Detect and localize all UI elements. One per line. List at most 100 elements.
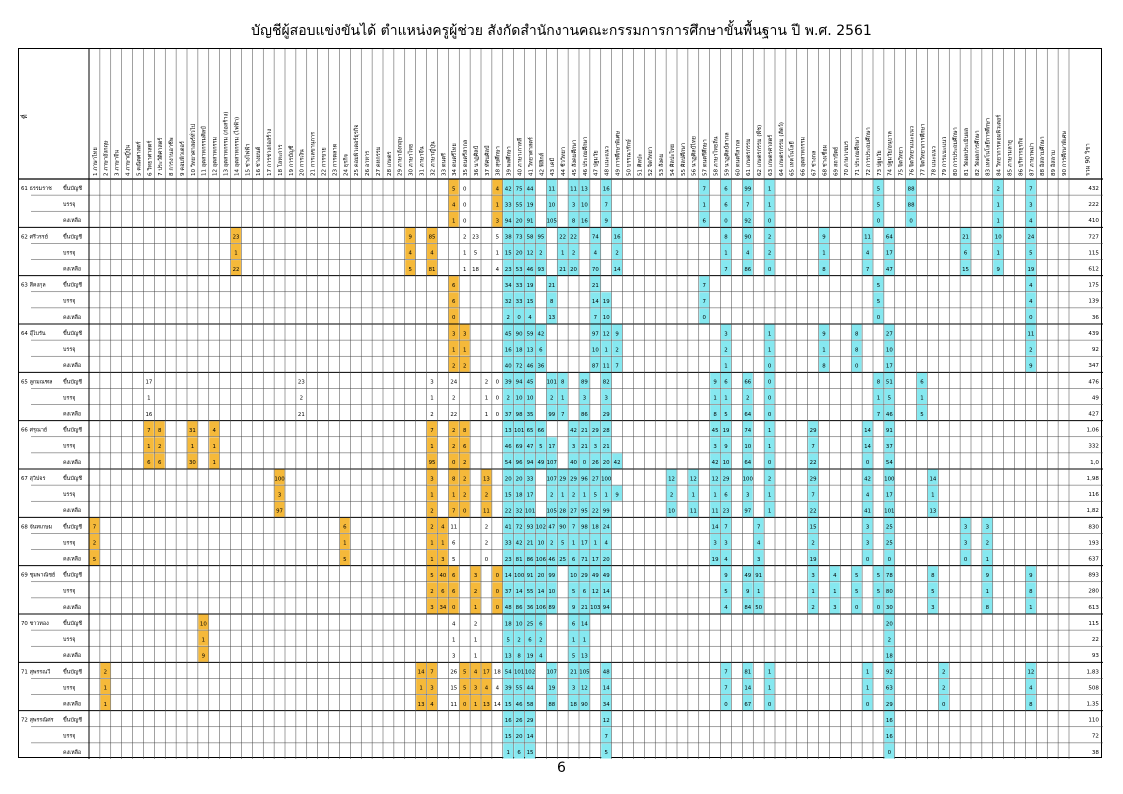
highlight-cell [590, 324, 601, 340]
highlight-cell [601, 743, 612, 759]
highlight-cell [873, 195, 884, 211]
subject-header: 67 ช่างกล [811, 151, 818, 176]
highlight-cell [862, 469, 873, 485]
table-cell-value: 15 [527, 750, 534, 756]
highlight-cell [764, 421, 775, 437]
highlight-cell [448, 276, 459, 292]
table-cell-value: 8 [158, 428, 162, 434]
table-cell-value: 7 [703, 299, 706, 305]
table-cell-value: 1 [768, 670, 771, 676]
table-cell-value: 21 [570, 670, 577, 676]
row-type-label: ขึ้นบัญชี [63, 716, 82, 724]
highlight-cell [525, 211, 535, 227]
highlight-cell [503, 421, 514, 437]
subject-header: 23 การตลาด [332, 143, 338, 176]
subject-header: 8 การงานอาชีพ [168, 137, 175, 176]
highlight-cell [274, 469, 285, 485]
table-cell-value: 8 [822, 267, 826, 273]
subject-header: 5 คณิตศาสตร์ [134, 141, 142, 176]
highlight-cell [89, 533, 100, 550]
table-cell-value: 1 [866, 686, 869, 692]
table-cell-value: 18 [472, 267, 479, 273]
highlight-cell [154, 421, 165, 437]
highlight-cell [514, 243, 525, 260]
province-name: 72 สุพรรณิศร [21, 717, 54, 724]
highlight-cell [535, 260, 546, 276]
table-cell-value: 11 [603, 364, 610, 370]
highlight-cell [579, 195, 590, 211]
highlight-cell [187, 437, 198, 453]
table-cell-value: 3 [724, 541, 727, 547]
subject-header: 47 ปฐมวัย [593, 150, 600, 176]
highlight-cell [579, 372, 590, 388]
table-cell-value: 1 [583, 492, 586, 498]
table-cell-value: 14 [516, 589, 523, 595]
subject-header: 16 ช่างยนต์ [254, 146, 262, 176]
highlight-cell [721, 501, 731, 517]
table-cell-value: 15 [505, 492, 512, 498]
highlight-cell [514, 372, 525, 388]
table-cell-value: 0 [866, 557, 870, 563]
table-cell-value: 3 [572, 686, 575, 692]
highlight-cell [666, 501, 677, 517]
highlight-cell [503, 485, 514, 501]
highlight-cell [459, 421, 470, 437]
table-cell-value: 33 [516, 283, 523, 289]
subject-header: 27 คหกรรม [376, 146, 382, 176]
highlight-cell [884, 550, 895, 566]
highlight-cell [503, 324, 514, 340]
highlight-cell [927, 582, 938, 598]
highlight-cell [448, 501, 459, 517]
table-cell-value: 20 [603, 460, 610, 466]
highlight-cell [514, 211, 525, 227]
highlight-cell [1025, 243, 1036, 260]
table-cell-value: 20 [505, 476, 512, 482]
row-type-label: ขึ้นบัญชี [63, 281, 82, 289]
table-cell-value: 2 [811, 541, 814, 547]
highlight-cell [568, 485, 579, 501]
table-cell-value: 6 [343, 525, 347, 531]
table-cell-value: 8 [1029, 589, 1033, 595]
highlight-cell [459, 662, 470, 678]
highlight-cell [699, 195, 710, 211]
highlight-cell [764, 695, 775, 711]
table-cell-value: 4 [496, 686, 500, 692]
table-cell-value: 42 [614, 460, 621, 466]
highlight-cell [1025, 211, 1036, 227]
table-cell-value: 21 [548, 283, 555, 289]
highlight-cell [590, 501, 601, 517]
table-cell-value: 32 [516, 509, 523, 515]
highlight-cell [546, 517, 557, 533]
table-cell-value: 3 [572, 202, 575, 208]
highlight-cell [525, 646, 535, 662]
table-cell-value: 55 [516, 686, 523, 692]
table-cell-value: 5 [594, 492, 597, 498]
highlight-cell [525, 678, 535, 695]
table-cell-value: 11 [450, 525, 457, 531]
table-cell-value: 90 [559, 525, 566, 531]
table-cell-value: 3 [594, 444, 597, 450]
table-cell-value: 5 [496, 235, 499, 241]
highlight-cell [503, 340, 514, 356]
subject-header: 10 วิทยาศาสตร์ทั่วไป [189, 123, 197, 176]
page-title: บัญชีผู้สอบแข่งขันได้ ตำแหน่งครูผู้ช่วย … [251, 23, 872, 39]
table-cell-value: 2 [93, 541, 96, 547]
table-cell-value: 0 [877, 605, 881, 611]
table-cell-value: 7 [724, 525, 727, 531]
highlight-cell [535, 598, 546, 614]
highlight-cell [590, 533, 601, 550]
table-cell-value: 5 [877, 589, 880, 595]
table-cell-value: 3 [931, 605, 934, 611]
table-cell-value: 54 [505, 670, 512, 676]
province-name: 68 จันทเกษม [21, 523, 53, 530]
subject-header: 69 สถาปัตย์ [831, 147, 839, 176]
table-cell-value: 15 [810, 525, 817, 531]
table-cell-value: 49 [592, 573, 599, 579]
highlight-cell [579, 211, 590, 227]
row-total: 830 [1088, 524, 1099, 530]
table-cell-value: 23 [233, 235, 240, 241]
table-cell-value: 5 [877, 573, 880, 579]
table-cell-value: 18 [886, 654, 893, 660]
highlight-cell [568, 582, 579, 598]
highlight-cell [601, 678, 612, 695]
